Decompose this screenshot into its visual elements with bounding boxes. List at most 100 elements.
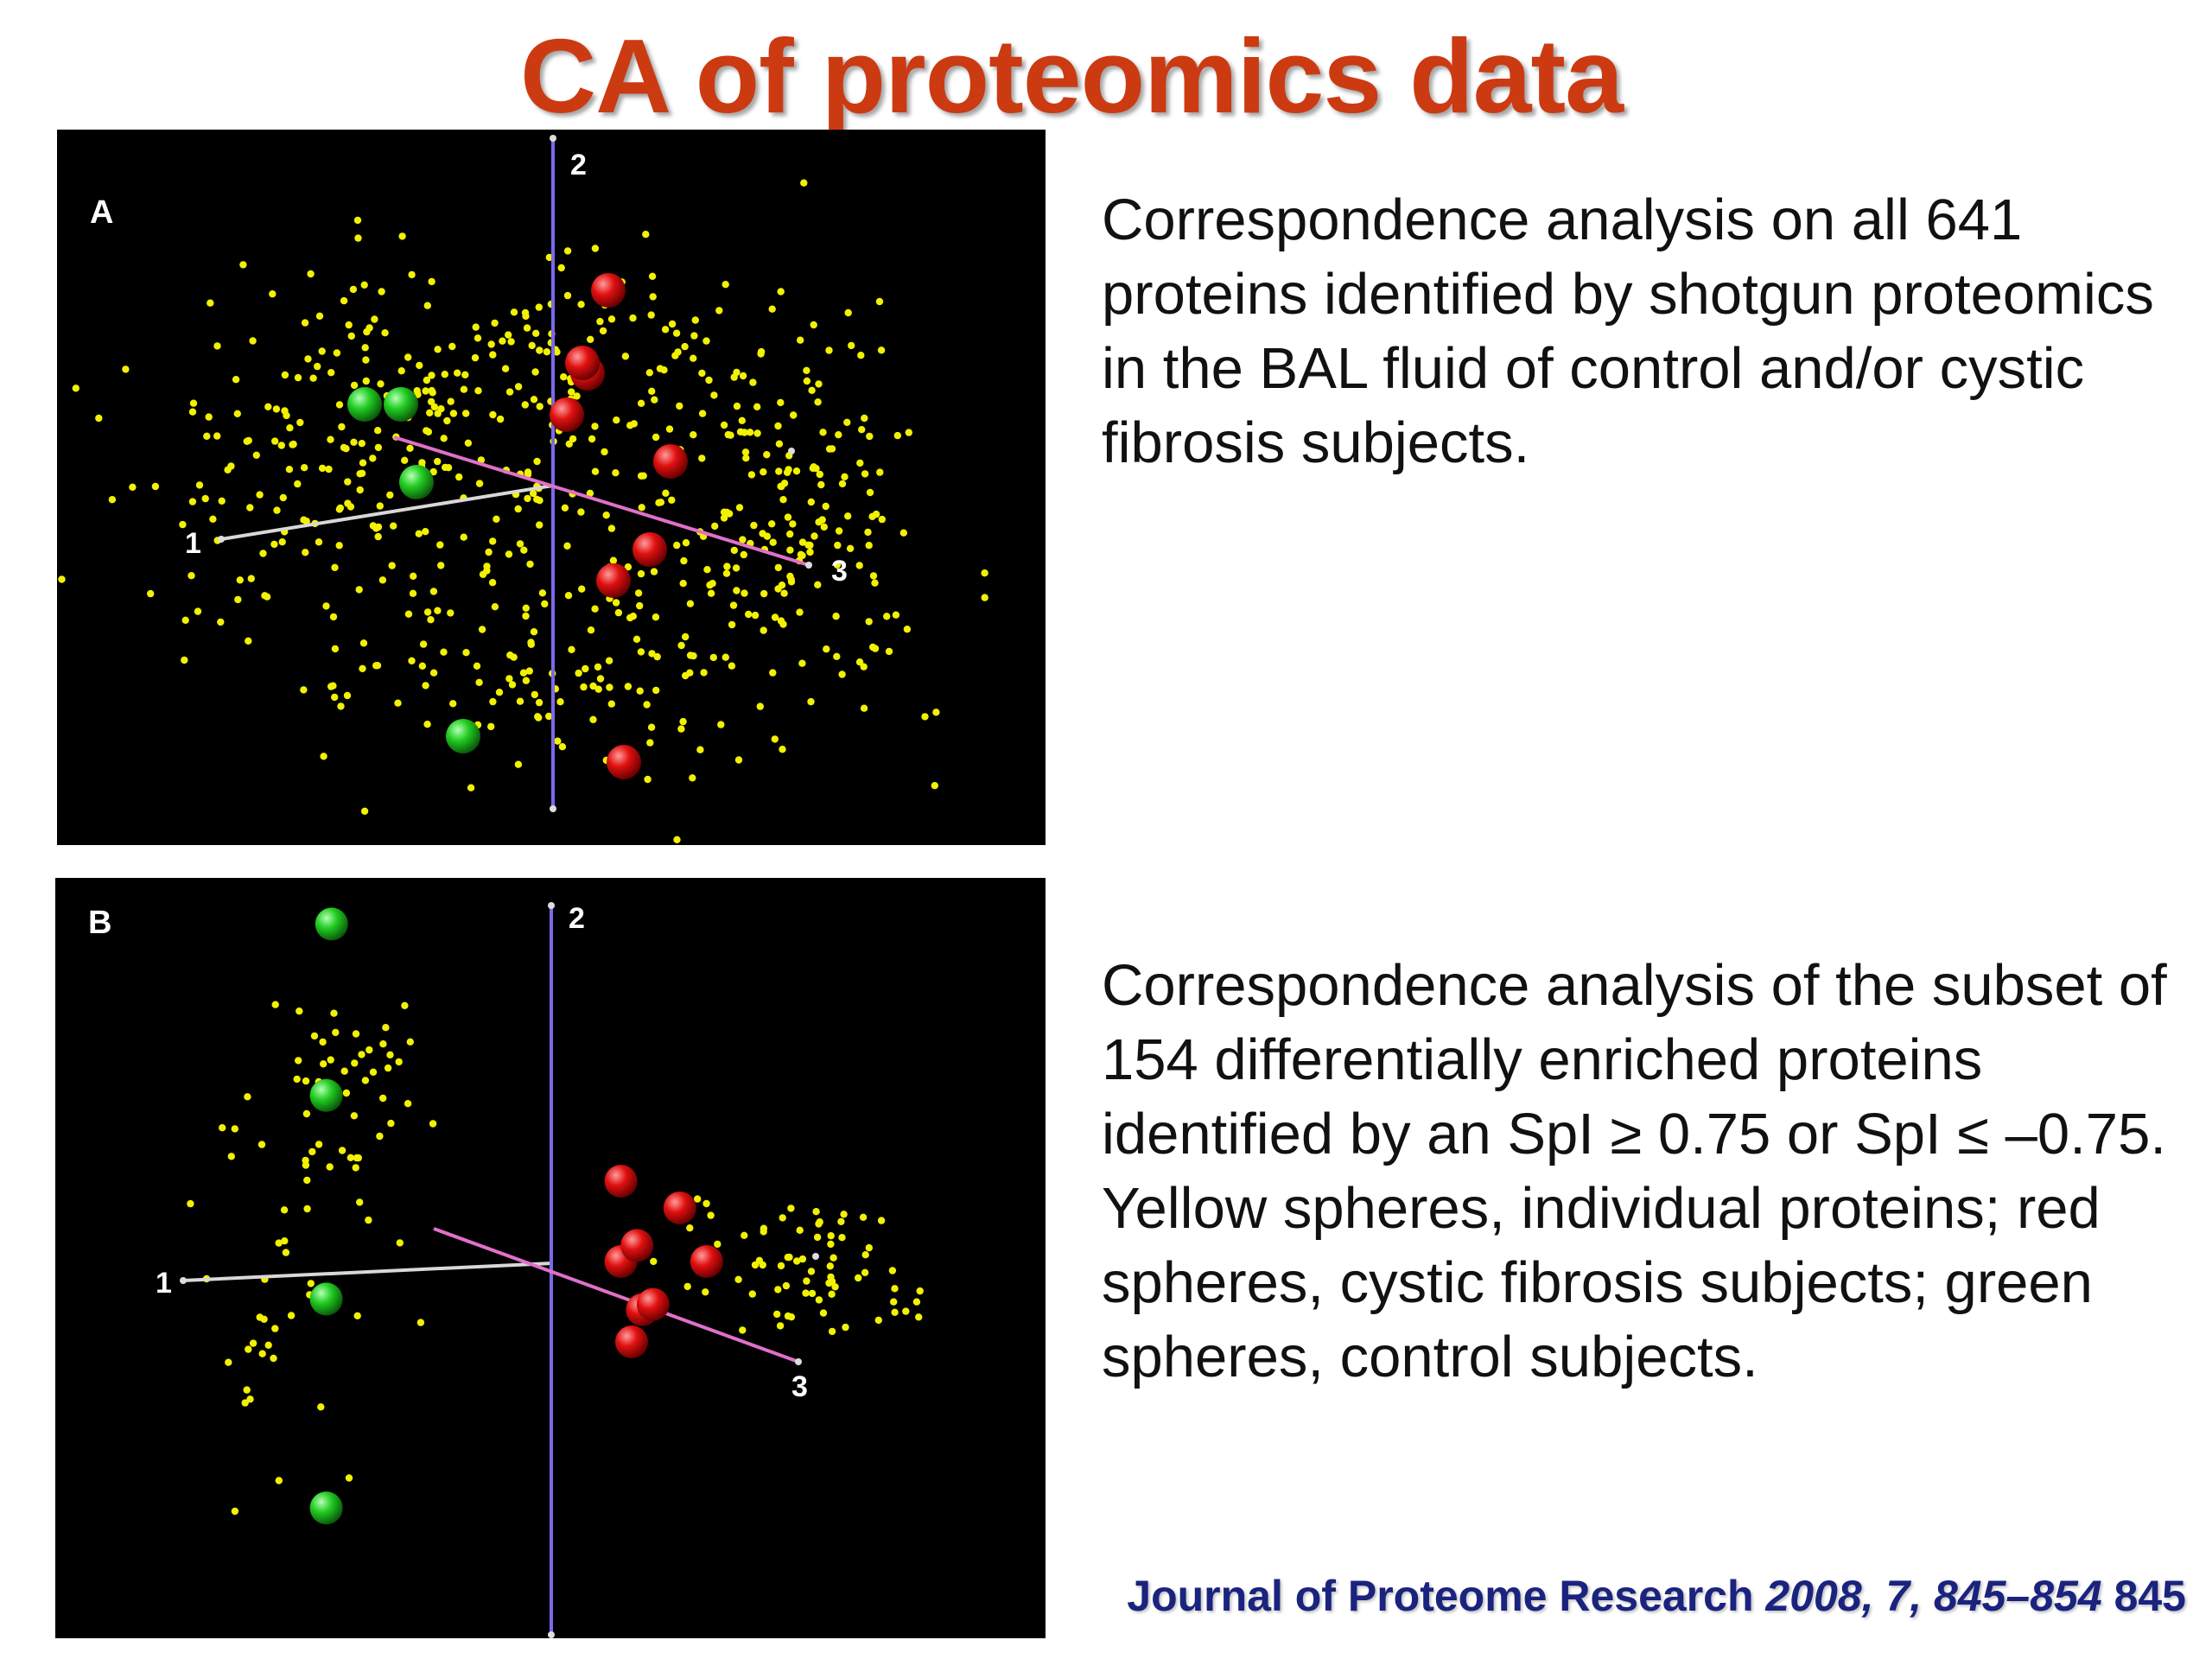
protein-point — [703, 566, 711, 574]
protein-point — [582, 664, 589, 673]
axis-1-label: 1 — [185, 527, 201, 560]
protein-point — [471, 353, 480, 362]
protein-point — [309, 374, 317, 382]
protein-point — [819, 429, 827, 436]
axis-1-end — [218, 536, 225, 543]
protein-point — [365, 1046, 373, 1054]
protein-point — [760, 589, 768, 598]
protein-point — [516, 540, 524, 548]
protein-point — [869, 643, 877, 652]
cystic-fibrosis-point — [615, 1325, 648, 1358]
protein-point — [247, 575, 255, 582]
protein-point — [487, 340, 495, 348]
protein-point — [376, 502, 384, 510]
protein-point — [434, 457, 442, 466]
protein-point — [416, 1319, 425, 1326]
protein-point — [243, 437, 251, 445]
axis-1-line — [182, 1262, 552, 1282]
protein-point — [353, 216, 362, 225]
protein-point — [779, 1214, 786, 1222]
protein-point — [386, 491, 394, 499]
protein-point — [636, 687, 644, 695]
protein-point — [652, 613, 660, 621]
protein-point — [377, 380, 385, 388]
protein-point — [748, 1290, 756, 1298]
protein-point — [825, 346, 833, 354]
protein-point — [495, 689, 504, 696]
protein-point — [448, 342, 456, 351]
protein-point — [355, 586, 363, 594]
citation-journal: Journal of Proteome Research — [1127, 1572, 1766, 1620]
protein-point — [434, 346, 442, 353]
protein-point — [787, 1205, 795, 1212]
protein-point — [422, 682, 429, 690]
protein-point — [668, 496, 676, 504]
protein-point — [648, 272, 657, 280]
protein-point — [462, 649, 470, 657]
protein-point — [329, 613, 338, 621]
protein-point — [360, 807, 369, 815]
protein-point — [760, 626, 767, 634]
protein-point — [293, 1075, 301, 1084]
protein-point — [386, 1051, 394, 1058]
protein-point — [181, 656, 188, 664]
protein-point — [246, 1395, 254, 1403]
protein-point — [912, 1298, 921, 1306]
protein-point — [632, 635, 641, 643]
protein-point — [410, 572, 417, 580]
protein-point — [188, 498, 197, 505]
protein-point — [350, 438, 358, 446]
protein-point — [205, 413, 213, 421]
protein-point — [406, 444, 414, 452]
protein-point — [607, 700, 615, 708]
protein-point — [527, 640, 535, 648]
protein-point — [866, 432, 874, 441]
protein-point — [682, 671, 690, 680]
protein-point — [535, 698, 543, 707]
protein-point — [519, 669, 528, 677]
protein-point — [711, 522, 719, 531]
protein-point — [335, 505, 344, 513]
protein-point — [601, 448, 608, 456]
protein-point — [591, 423, 599, 430]
protein-point — [612, 469, 620, 477]
protein-point — [473, 662, 481, 670]
protein-point — [746, 429, 754, 436]
protein-point — [828, 1327, 836, 1336]
protein-point — [838, 671, 846, 678]
protein-point — [354, 1154, 362, 1162]
protein-point — [563, 247, 572, 255]
protein-point — [252, 451, 260, 459]
protein-point — [858, 426, 866, 434]
protein-point — [779, 746, 786, 753]
protein-point — [280, 1206, 289, 1214]
protein-point — [568, 388, 575, 396]
protein-point — [437, 562, 445, 569]
protein-point — [362, 356, 370, 364]
protein-point — [807, 697, 815, 706]
protein-point — [326, 1163, 334, 1171]
protein-point — [256, 491, 264, 499]
protein-point — [652, 686, 660, 695]
protein-point — [295, 1057, 302, 1065]
protein-point — [541, 600, 549, 608]
protein-point — [614, 608, 623, 617]
protein-point — [434, 607, 442, 614]
protein-point — [798, 1255, 807, 1263]
protein-point — [589, 682, 597, 690]
protein-point — [387, 1119, 395, 1128]
protein-point — [753, 403, 761, 410]
protein-point — [307, 270, 315, 278]
protein-point — [423, 608, 432, 616]
protein-point — [577, 508, 585, 516]
protein-point — [302, 1109, 311, 1118]
protein-point — [520, 546, 528, 554]
protein-point — [246, 504, 254, 512]
protein-point — [721, 653, 729, 661]
protein-point — [842, 1323, 849, 1332]
protein-point — [671, 352, 679, 359]
protein-point — [485, 548, 493, 556]
protein-point — [376, 1132, 384, 1141]
protein-point — [729, 601, 738, 609]
protein-point — [721, 281, 729, 289]
